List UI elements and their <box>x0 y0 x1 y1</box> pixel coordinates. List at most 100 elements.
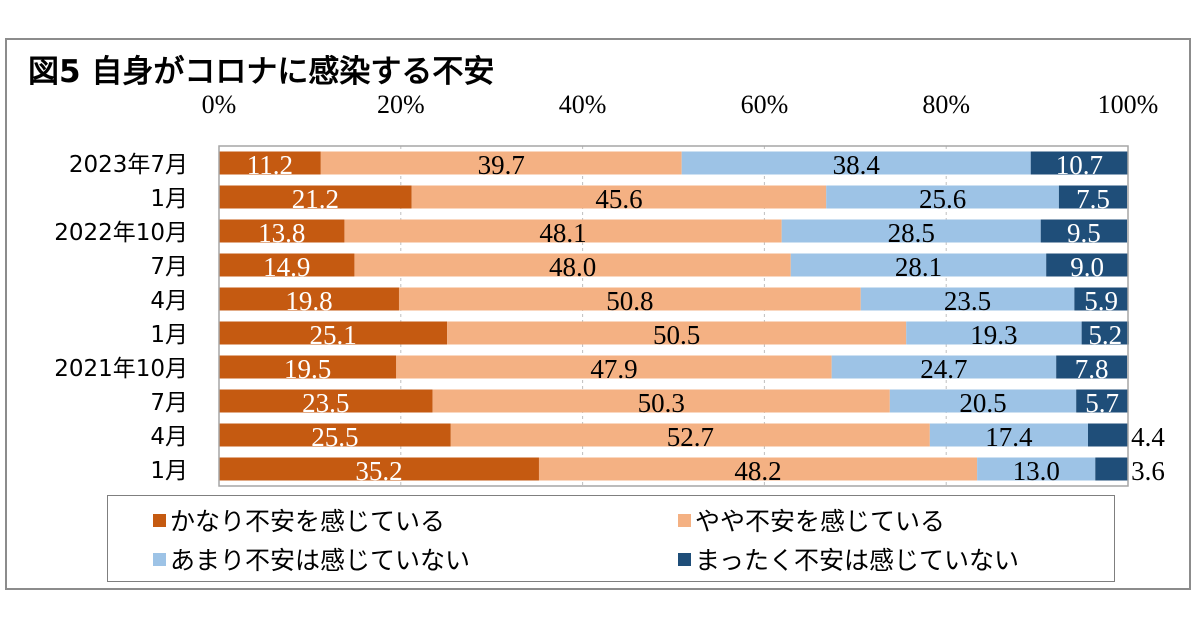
bar-segment <box>432 389 890 413</box>
category-label: 2021年10月 <box>54 356 188 382</box>
legend-item-very-anxious: かなり不安を感じている <box>153 502 445 538</box>
x-tick-label: 60% <box>741 90 789 119</box>
data-label: 28.1 <box>895 252 942 282</box>
bar-segment <box>398 287 861 311</box>
bar-segment <box>1081 321 1129 345</box>
data-label: 52.7 <box>667 422 714 452</box>
data-label: 47.9 <box>590 354 637 384</box>
bar-segment <box>831 355 1057 379</box>
bar-segment <box>1074 287 1128 311</box>
x-tick-label: 100% <box>1098 90 1159 119</box>
legend-item-not-very-anxious: あまり不安は感じていない <box>153 541 470 577</box>
x-tick-label: 0% <box>202 90 237 119</box>
data-label: 5.2 <box>1088 320 1122 350</box>
legend-swatch <box>678 552 691 566</box>
data-label: 13.0 <box>1013 456 1060 486</box>
data-label: 25.1 <box>309 320 356 350</box>
data-label: 25.5 <box>311 422 358 452</box>
legend-swatch <box>153 513 166 527</box>
data-label: 13.8 <box>258 218 305 248</box>
data-labels: 11.2 39.7 38.4 10.7 21.2 45.6 25.6 7.5 13.8 48.1 2… <box>247 150 1166 486</box>
data-label: 48.1 <box>539 218 586 248</box>
bar-segment <box>320 151 682 175</box>
data-label: 23.5 <box>302 388 349 418</box>
bar-segment <box>929 423 1089 447</box>
category-label: 7月 <box>150 390 188 416</box>
data-label: 50.8 <box>606 286 653 316</box>
data-label: 10.7 <box>1056 150 1103 180</box>
data-label: 20.5 <box>959 388 1006 418</box>
bar-segment <box>1030 151 1128 175</box>
data-label: 19.3 <box>970 320 1017 350</box>
bar-segment <box>1088 423 1128 447</box>
bar-segment <box>219 355 397 379</box>
category-label: 2022年10月 <box>54 220 188 246</box>
bar-segment <box>681 151 1031 175</box>
data-label: 28.5 <box>888 218 935 248</box>
data-label: 9.5 <box>1067 218 1101 248</box>
bar-segment <box>450 423 930 447</box>
category-label: 4月 <box>150 288 188 314</box>
data-label: 35.2 <box>355 456 402 486</box>
data-label: 19.5 <box>284 354 331 384</box>
bar-segment <box>396 355 832 379</box>
chart-title: 図5 自身がコロナに感染する不安 <box>28 54 495 90</box>
data-label: 7.5 <box>1076 184 1110 214</box>
bar-segment <box>889 389 1077 413</box>
x-axis-ticks: 0% 20% 40% 60% 80% 100% <box>202 90 1159 119</box>
bar-segment <box>1040 219 1128 243</box>
bar-segment <box>219 185 412 209</box>
x-tick-label: 80% <box>922 90 970 119</box>
bar-segment <box>219 253 355 277</box>
x-tick-label: 20% <box>377 90 425 119</box>
legend-label: まったく不安は感じていない <box>695 546 1020 575</box>
data-label: 39.7 <box>478 150 525 180</box>
data-label: 38.4 <box>833 150 881 180</box>
legend-swatch <box>153 552 166 566</box>
bar-segment <box>538 457 978 481</box>
data-label: 5.7 <box>1085 388 1119 418</box>
data-label: 50.3 <box>638 388 685 418</box>
data-label: 17.4 <box>985 422 1033 452</box>
data-label: 48.2 <box>734 456 781 486</box>
data-label: 9.0 <box>1070 252 1104 282</box>
legend-label: あまり不安は感じていない <box>170 546 471 575</box>
data-label: 45.6 <box>595 184 642 214</box>
category-label: 1月 <box>150 186 188 212</box>
bar-segment <box>354 253 791 277</box>
bar-segment <box>781 219 1041 243</box>
y-axis-categories: 2023年7月 1月 2022年10月 7月 4月 1月 2021年10月 7月 4月 1月 <box>54 152 188 484</box>
bar-segment <box>219 457 539 481</box>
bars <box>219 151 1129 481</box>
category-label: 2023年7月 <box>69 152 188 178</box>
data-label: 21.2 <box>292 184 339 214</box>
category-label: 7月 <box>150 254 188 280</box>
legend-label: やや不安を感じている <box>695 507 946 536</box>
bar-segment <box>447 321 907 345</box>
legend-swatch <box>678 513 691 527</box>
data-label: 11.2 <box>247 150 293 180</box>
bar-segment <box>219 219 345 243</box>
bar-segment <box>219 423 451 447</box>
category-label: 1月 <box>150 322 188 348</box>
category-label: 1月 <box>150 458 188 484</box>
data-label: 4.4 <box>1131 422 1165 452</box>
bar-segment <box>411 185 827 209</box>
data-label: 5.9 <box>1084 286 1118 316</box>
data-label: 3.6 <box>1131 456 1165 486</box>
data-label: 14.9 <box>263 252 310 282</box>
bar-segment <box>344 219 782 243</box>
data-label: 23.5 <box>944 286 991 316</box>
bar-segment <box>1046 253 1128 277</box>
bar-segment <box>1095 457 1128 481</box>
data-label: 7.8 <box>1075 354 1109 384</box>
legend-item-somewhat-anxious: やや不安を感じている <box>678 502 945 538</box>
bar-segment <box>860 287 1075 311</box>
bar-segment <box>219 151 321 175</box>
bar-segment <box>790 253 1047 277</box>
data-label: 48.0 <box>549 252 596 282</box>
bar-segment <box>219 287 399 311</box>
data-label: 24.7 <box>920 354 967 384</box>
category-label: 4月 <box>150 424 188 450</box>
